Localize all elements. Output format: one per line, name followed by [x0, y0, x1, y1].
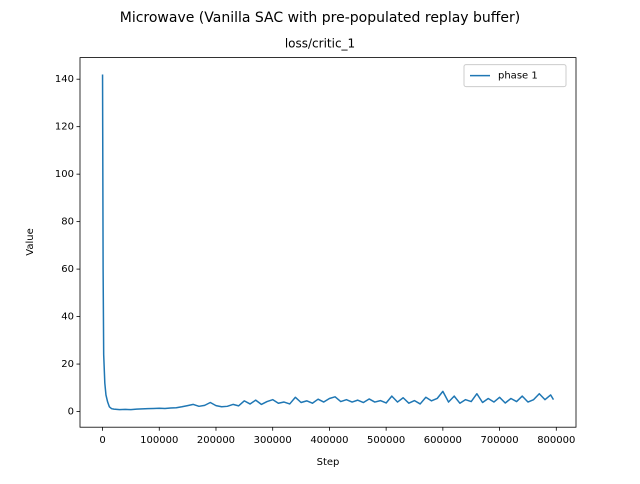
x-tick-label: 700000	[480, 435, 518, 446]
legend-box	[463, 64, 567, 88]
y-tick-label: 20	[61, 359, 74, 370]
x-tick-label: 200000	[197, 435, 235, 446]
data-line	[101, 74, 555, 411]
x-tick-label: 100000	[140, 435, 178, 446]
y-tick-label: 40	[61, 312, 74, 323]
x-tick-label: 600000	[424, 435, 462, 446]
chart-subtitle: loss/critic_1	[285, 37, 355, 51]
legend-label: phase 1	[498, 71, 538, 82]
axes-frame	[79, 57, 577, 428]
y-tick-label: 100	[55, 169, 74, 180]
chart-title: Microwave (Vanilla SAC with pre-populate…	[120, 10, 521, 26]
y-tick-label: 0	[68, 407, 74, 418]
x-tick-label: 500000	[367, 435, 405, 446]
y-axis-label: Value	[25, 228, 36, 255]
y-tick-label: 80	[61, 217, 74, 228]
y-tick-label: 120	[55, 122, 74, 133]
y-tick-label: 140	[55, 74, 74, 85]
x-tick-label: 300000	[254, 435, 292, 446]
x-tick-label: 0	[99, 435, 105, 446]
y-tick-label: 60	[61, 264, 74, 275]
x-tick-label: 400000	[310, 435, 348, 446]
x-axis-label: Step	[317, 457, 340, 468]
x-tick-label: 800000	[537, 435, 575, 446]
